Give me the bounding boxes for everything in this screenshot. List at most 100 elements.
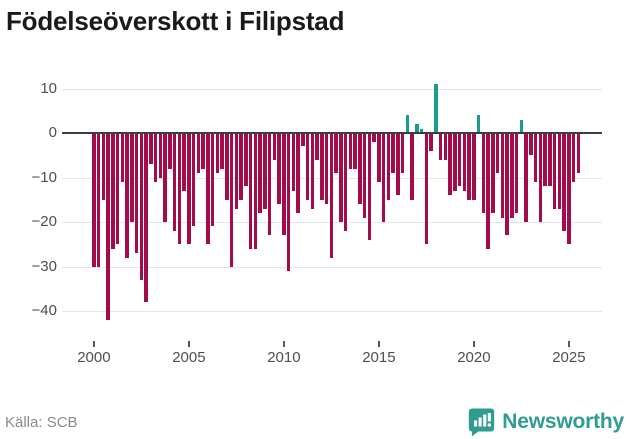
bar-quarter-2001q4 xyxy=(125,133,129,258)
y-tick-label: −20 xyxy=(31,213,57,230)
bar-quarter-2013q1 xyxy=(339,133,343,222)
bar-quarter-2012q1 xyxy=(320,133,324,200)
bar-quarter-2018q1 xyxy=(434,84,438,133)
bar-quarter-2008q3 xyxy=(253,133,258,249)
bar-quarter-2002q4 xyxy=(144,133,148,303)
bar-quarter-2023q4 xyxy=(543,133,547,187)
bar-quarter-2007q3 xyxy=(234,133,239,209)
bar-quarter-2015q2 xyxy=(381,133,386,222)
y-tick-label: 10 xyxy=(40,79,57,97)
bar-quarter-2014q2 xyxy=(362,133,367,218)
bar-quarter-2008q2 xyxy=(248,133,253,249)
bar-quarter-2002q1 xyxy=(130,133,134,222)
bar-quarter-2025q1 xyxy=(567,133,571,245)
bar-quarter-2014q4 xyxy=(372,133,376,142)
newsworthy-logo[interactable]: Newsworthy xyxy=(468,407,624,437)
bar-quarter-2010q4 xyxy=(296,133,300,214)
bar-quarter-2022q3 xyxy=(519,119,524,133)
bar-quarter-2020q4 xyxy=(486,133,490,249)
bar-quarter-2009q1 xyxy=(263,133,267,209)
bar-quarter-2002q3 xyxy=(139,133,144,280)
bar-quarter-2005q3 xyxy=(196,133,201,174)
bar-quarter-2008q4 xyxy=(258,133,262,214)
bar-quarter-2009q2 xyxy=(267,133,272,236)
newsworthy-icon xyxy=(468,408,495,437)
bar-quarter-2001q3 xyxy=(120,133,125,182)
gridline xyxy=(62,88,602,90)
bar-quarter-2006q4 xyxy=(220,133,224,169)
bar-quarter-2021q4 xyxy=(505,133,509,236)
bar-quarter-2004q2 xyxy=(172,133,177,231)
x-tick-label: 2000 xyxy=(77,349,111,366)
chart-title: Födelseöverskott i Filipstad xyxy=(6,6,345,36)
bar-quarter-2020q1 xyxy=(472,133,476,200)
bar-quarter-2024q3 xyxy=(557,133,562,209)
bar-quarter-2003q1 xyxy=(149,133,153,165)
bar-quarter-2011q2 xyxy=(305,133,310,200)
x-tick-mark xyxy=(187,341,190,347)
bar-quarter-2019q4 xyxy=(467,133,471,200)
bar-quarter-2001q2 xyxy=(115,133,120,245)
x-tick-label: 2010 xyxy=(267,349,301,366)
bar-quarter-2010q3 xyxy=(291,133,296,191)
bar-quarter-2011q1 xyxy=(301,133,305,147)
bar-quarter-2022q2 xyxy=(514,133,519,214)
bar-quarter-2019q1 xyxy=(453,133,457,191)
bar-quarter-2003q2 xyxy=(153,133,158,182)
x-tick-label: 2020 xyxy=(457,349,491,366)
bar-quarter-2005q2 xyxy=(191,133,196,227)
x-tick-label: 2015 xyxy=(362,349,396,366)
y-tick-label: −40 xyxy=(31,302,57,319)
bar-quarter-2010q1 xyxy=(282,133,286,236)
bar-quarter-2000q2 xyxy=(96,133,101,267)
bar-quarter-2000q1 xyxy=(92,133,96,267)
x-tick-mark xyxy=(92,341,95,347)
bar-quarter-2000q3 xyxy=(101,133,106,200)
bar-quarter-2018q3 xyxy=(443,133,448,160)
bar-quarter-2006q2 xyxy=(210,133,215,227)
bar-quarter-2016q3 xyxy=(405,115,410,133)
bar-quarter-2006q3 xyxy=(215,133,220,174)
bar-quarter-2019q3 xyxy=(462,133,467,191)
bar-quarter-2007q4 xyxy=(239,133,243,200)
bar-quarter-2015q4 xyxy=(391,133,395,174)
bar-quarter-2015q3 xyxy=(386,133,391,200)
bar-quarter-2021q1 xyxy=(491,133,495,214)
source-label: Källa: SCB xyxy=(5,414,78,431)
bar-quarter-2021q2 xyxy=(495,133,500,174)
bar-quarter-2013q2 xyxy=(343,133,348,231)
newsworthy-wordmark: Newsworthy xyxy=(502,410,624,433)
y-tick-label: −30 xyxy=(31,257,57,275)
bar-quarter-2023q3 xyxy=(538,133,543,222)
bar-quarter-2022q4 xyxy=(524,133,528,222)
bar-quarter-2019q2 xyxy=(457,133,462,187)
bar-quarter-2007q2 xyxy=(229,133,234,267)
bar-quarter-2018q4 xyxy=(448,133,452,196)
bar-quarter-2002q2 xyxy=(134,133,139,254)
bar-quarter-2012q4 xyxy=(334,133,338,174)
bar-quarter-2003q3 xyxy=(158,133,163,178)
bar-quarter-2018q2 xyxy=(438,133,443,160)
bar-quarter-2014q3 xyxy=(367,133,372,240)
x-tick-mark xyxy=(472,341,475,347)
bar-quarter-2021q3 xyxy=(500,133,505,218)
bar-quarter-2005q1 xyxy=(187,133,191,245)
bar-quarter-2017q2 xyxy=(419,128,424,133)
bar-quarter-2011q3 xyxy=(310,133,315,209)
bar-quarter-2013q3 xyxy=(348,133,353,169)
bar-quarter-2017q3 xyxy=(424,133,429,245)
x-tick-label: 2005 xyxy=(172,349,206,366)
bar-quarter-2024q2 xyxy=(552,133,557,209)
bar-quarter-2007q1 xyxy=(225,133,229,200)
bar-quarter-2025q2 xyxy=(571,133,576,182)
bar-quarter-2003q4 xyxy=(163,133,167,222)
bar-quarter-2000q4 xyxy=(106,133,110,320)
bar-quarter-2009q4 xyxy=(277,133,281,205)
bar-quarter-2016q1 xyxy=(396,133,400,196)
bar-quarter-2009q3 xyxy=(272,133,277,160)
bar-quarter-2004q3 xyxy=(177,133,182,245)
x-tick-mark xyxy=(377,341,380,347)
bar-quarter-2005q4 xyxy=(201,133,205,169)
